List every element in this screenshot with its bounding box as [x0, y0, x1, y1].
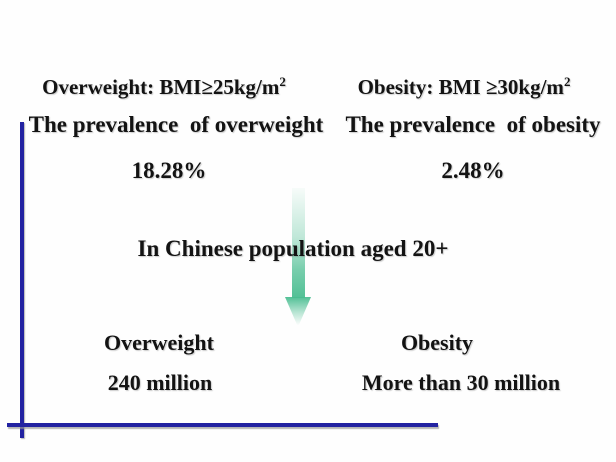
obesity-prevalence-value: 2.48% — [441, 158, 505, 183]
obesity-count: More than 30 million — [361, 370, 561, 395]
overweight-definition-exponent: 2 — [279, 74, 286, 89]
obesity-category-label: Obesity — [400, 330, 474, 355]
down-arrow-head — [285, 297, 311, 327]
down-arrow-shaft — [292, 188, 305, 298]
overweight-definition-text: Overweight: BMI≥25kg/m — [42, 75, 280, 99]
obesity-definition: Obesity: BMI ≥30kg/m2 — [352, 74, 576, 99]
bottom-border-line — [7, 423, 438, 427]
obesity-definition-text: Obesity: BMI ≥30kg/m — [357, 75, 564, 99]
overweight-count: 240 million — [107, 370, 213, 395]
obesity-prevalence-label: The prevalence of obesity — [345, 112, 601, 137]
population-context-text: In Chinese population aged 20+ — [137, 236, 449, 261]
overweight-prevalence-label: The prevalence of overweight — [28, 112, 324, 137]
obesity-definition-exponent: 2 — [563, 74, 571, 89]
overweight-prevalence-value: 18.28% — [131, 158, 207, 183]
overweight-definition: Overweight: BMI≥25kg/m2 — [24, 74, 304, 99]
left-border-line — [20, 122, 24, 438]
overweight-category-label: Overweight — [104, 330, 214, 355]
down-arrow-icon — [285, 188, 311, 327]
